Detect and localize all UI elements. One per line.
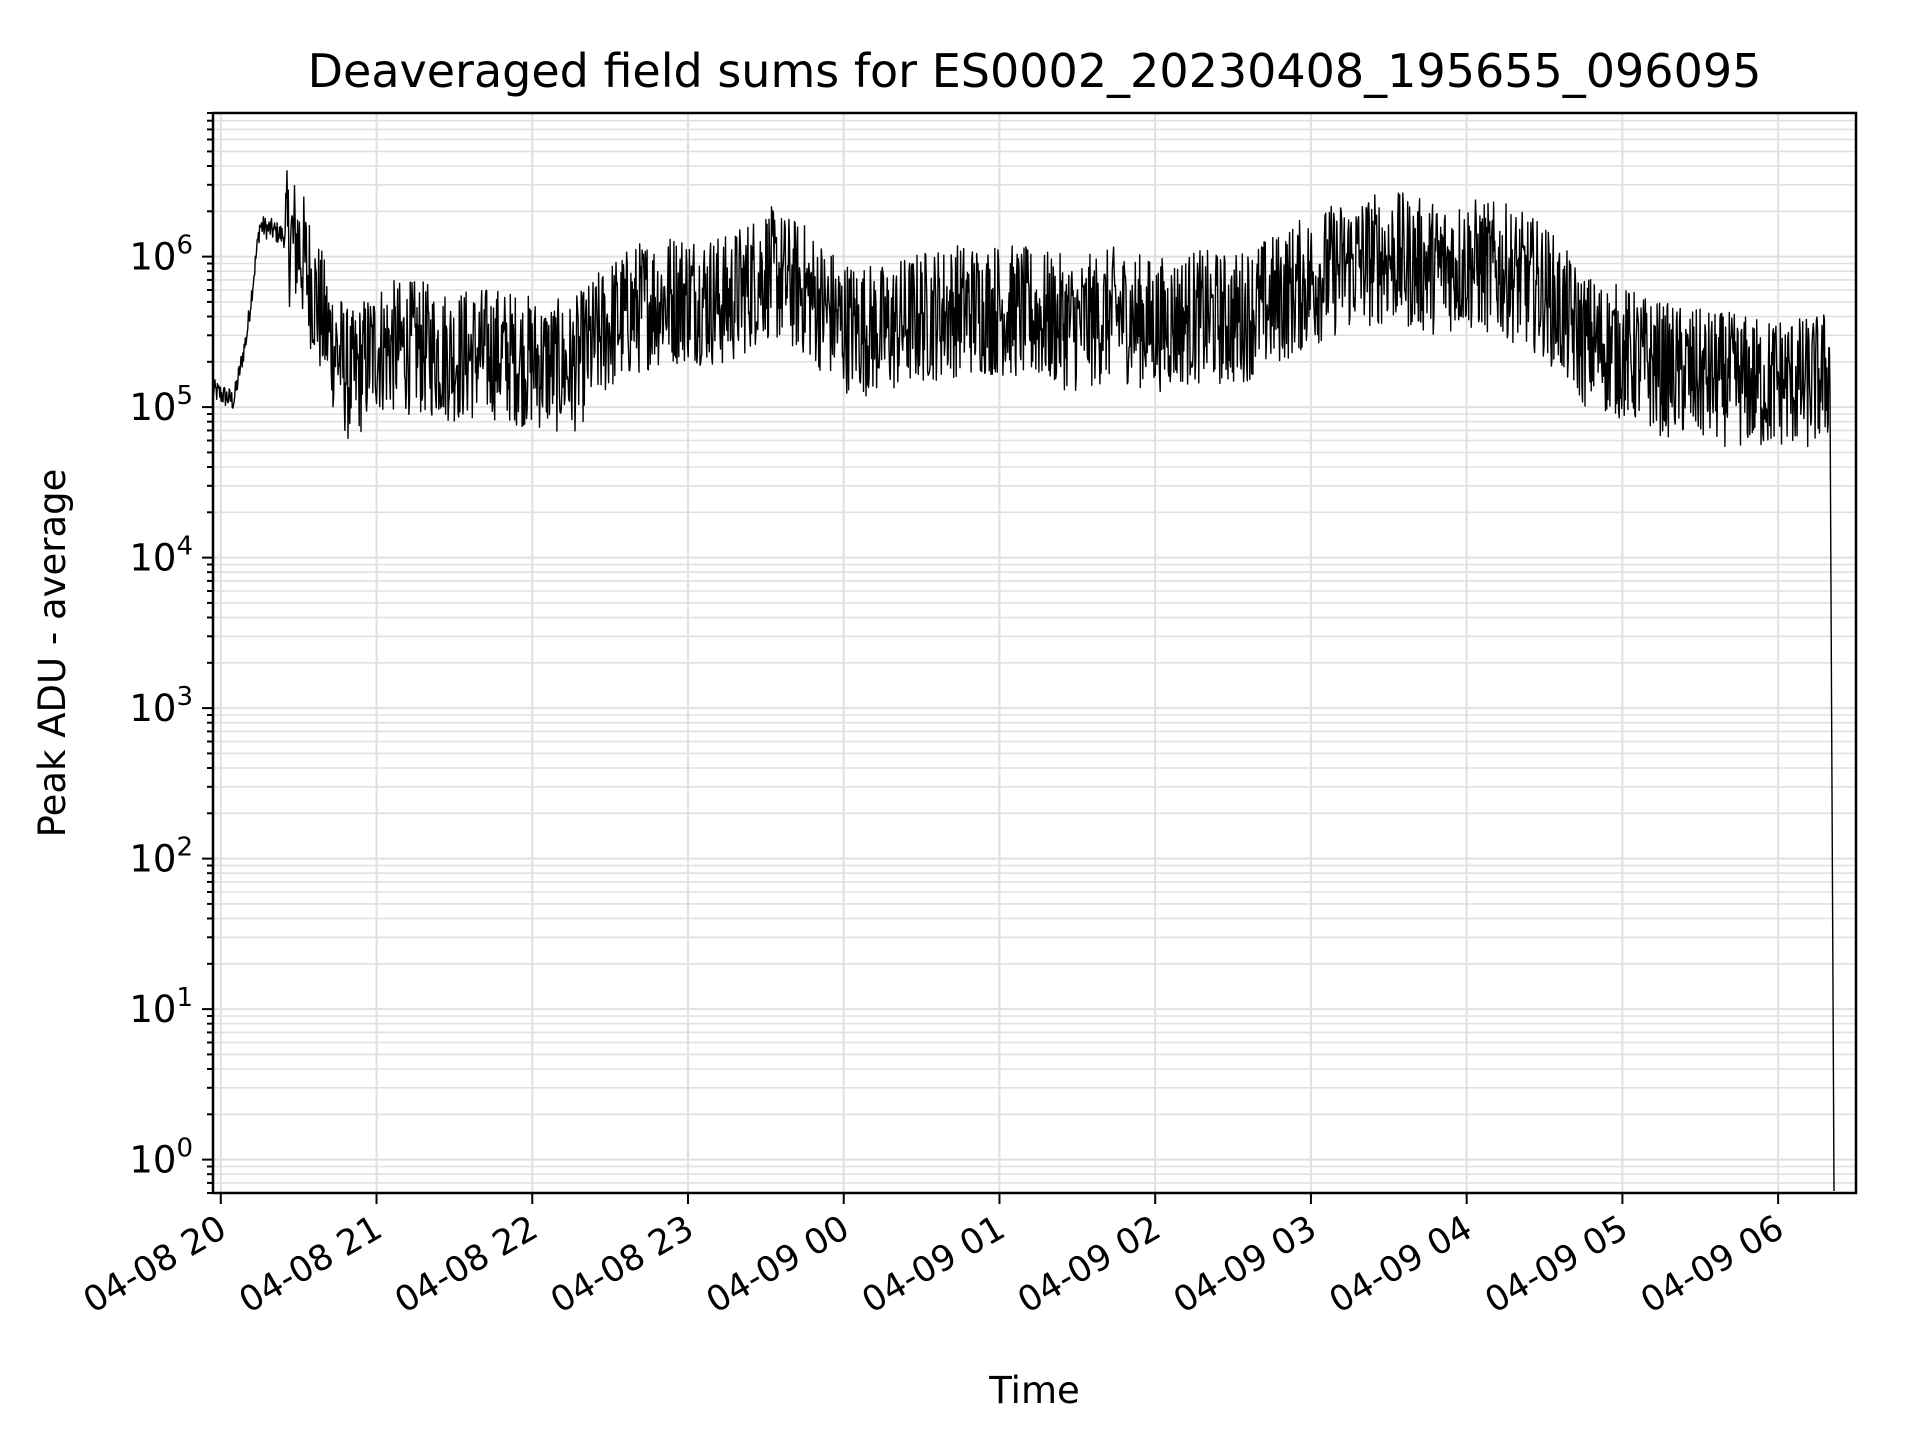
x-tick-label: 04-08 20	[77, 1208, 233, 1321]
x-tick-label: 04-09 05	[1479, 1208, 1635, 1321]
chart-title: Deaveraged field sums for ES0002_2023040…	[308, 44, 1762, 98]
x-tick-label: 04-08 22	[388, 1208, 544, 1321]
x-axis-label: Time	[988, 1369, 1080, 1412]
chart: 100 101 102 103 104 105 106 04-08 20 04-08 21 04-…	[0, 0, 1920, 1440]
y-tick-label: 102	[129, 833, 193, 881]
grid	[213, 113, 1856, 1193]
y-tick-label: 101	[129, 983, 193, 1031]
y-axis-label: Peak ADU - average	[31, 469, 74, 838]
y-tick-label: 104	[129, 532, 193, 580]
x-tick-label: 04-09 00	[700, 1208, 856, 1321]
x-tick-label: 04-09 06	[1634, 1208, 1790, 1321]
data-series	[213, 171, 1834, 1191]
x-tick-label: 04-09 02	[1011, 1208, 1167, 1321]
y-tick-label: 105	[129, 381, 193, 429]
series-line	[213, 171, 1834, 1191]
y-tick-label: 103	[129, 682, 193, 730]
x-tick-label: 04-09 03	[1167, 1208, 1323, 1321]
chart-canvas: 10010110210310410510604-08 20 04-08 21 04-…	[0, 0, 1920, 1440]
x-tick-label: 04-08 23	[544, 1208, 700, 1321]
x-tick-label: 04-09 01	[856, 1208, 1012, 1321]
y-tick-label: 106	[129, 231, 193, 279]
plot-frame	[213, 113, 1856, 1193]
x-tick-label: 04-08 21	[233, 1208, 389, 1321]
x-tick-label: 04-09 04	[1323, 1208, 1479, 1321]
y-tick-label: 100	[129, 1134, 193, 1182]
